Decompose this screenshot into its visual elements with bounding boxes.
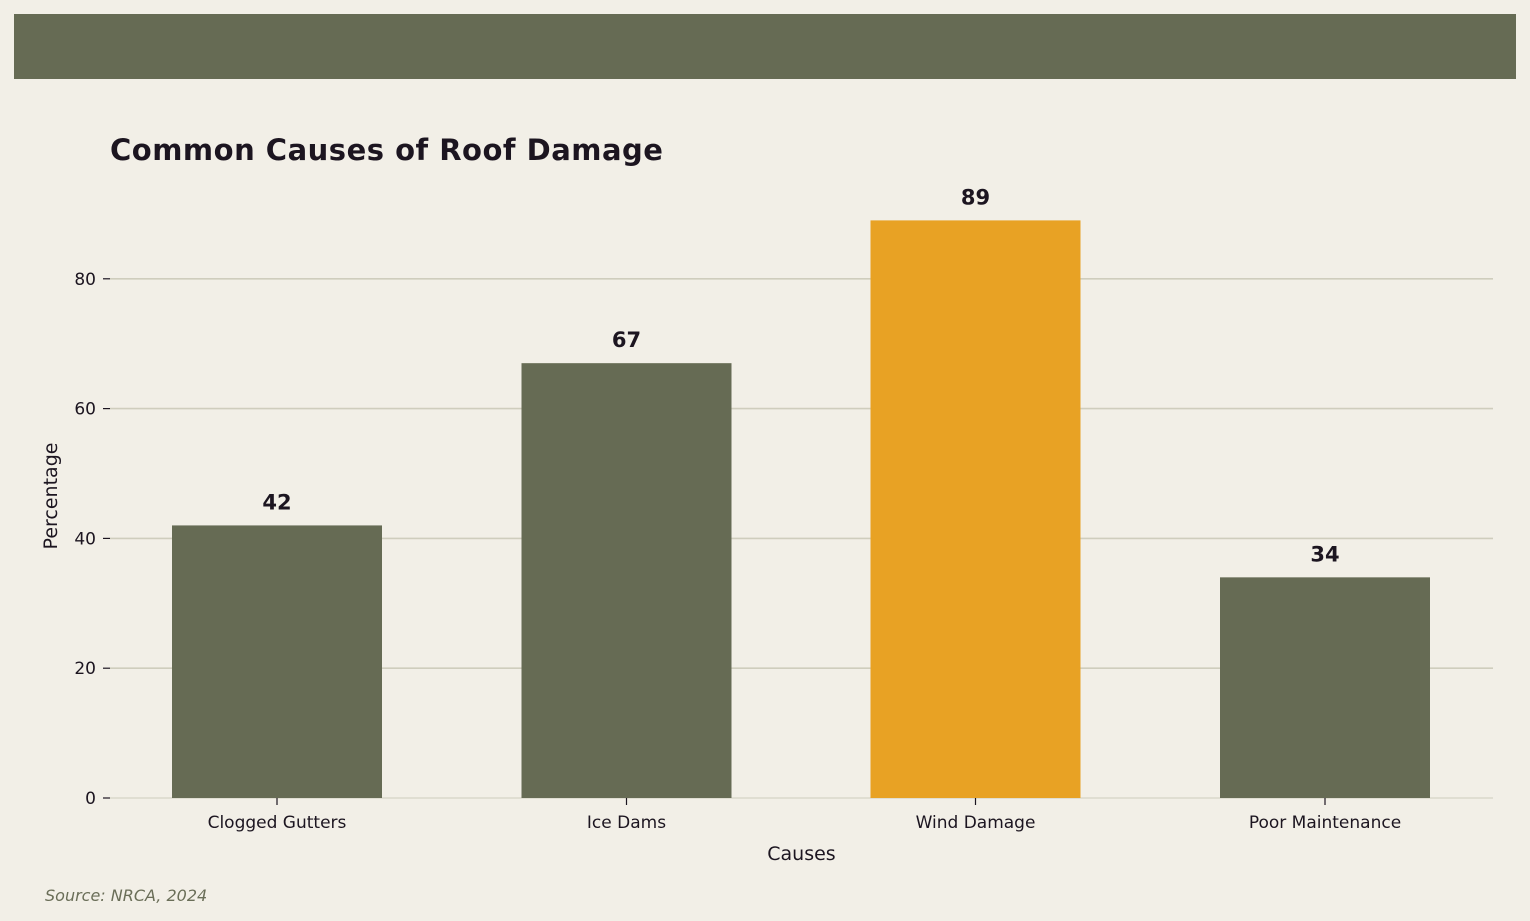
bar-value-label: 67: [612, 328, 641, 352]
y-tick-label: 40: [74, 529, 96, 549]
x-tick-label: Clogged Gutters: [208, 813, 347, 833]
bars: 42 67 89 34: [172, 185, 1430, 798]
y-tick-label: 0: [85, 789, 96, 809]
x-tick-label: Poor Maintenance: [1249, 813, 1401, 833]
x-axis-label: Causes: [767, 843, 835, 865]
bar-value-label: 34: [1310, 542, 1339, 566]
y-axis-label: Percentage: [40, 443, 62, 550]
bar-poor-maintenance: [1220, 577, 1430, 798]
source-note: Source: NRCA, 2024: [45, 886, 208, 905]
bar-clogged-gutters: [172, 525, 382, 798]
y-tick-label: 20: [74, 659, 96, 679]
header-band: [14, 14, 1516, 79]
x-tick-label: Wind Damage: [916, 813, 1036, 833]
y-tick-label: 60: [74, 400, 96, 420]
y-tick-label: 80: [74, 270, 96, 290]
bar-value-label: 89: [961, 185, 990, 209]
chart-title: Common Causes of Roof Damage: [110, 133, 664, 167]
bar-wind-damage: [870, 220, 1081, 798]
bar-value-label: 42: [262, 490, 291, 514]
axes: 0 20 40 60 80 Clogged Gutters Ice Dams Wind Dam…: [74, 270, 1401, 833]
x-tick-label: Ice Dams: [587, 813, 666, 833]
bar-ice-dams: [521, 363, 732, 798]
